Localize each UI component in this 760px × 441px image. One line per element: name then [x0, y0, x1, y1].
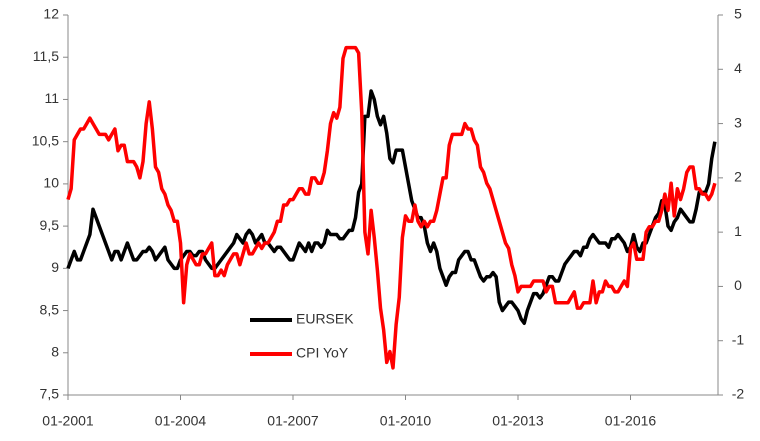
y2-tick-label: 0: [734, 277, 742, 293]
y-tick-label: 7,5: [40, 386, 60, 402]
y-tick-label: 11,5: [33, 48, 59, 64]
y2-tick-label: -1: [732, 331, 745, 347]
y-tick-label: 9,5: [40, 217, 60, 233]
series-line: [66, 89, 717, 325]
series-line: [66, 45, 717, 370]
x-tick-label: 01-2010: [380, 413, 432, 429]
y-tick-label: 9: [51, 259, 59, 275]
y2-tick-label: -2: [732, 386, 745, 402]
y-tick-label: 10: [43, 175, 59, 191]
x-tick-label: 01-2004: [155, 413, 207, 429]
y2-tick-label: 2: [734, 169, 742, 185]
legend-label: EURSEK: [296, 311, 354, 327]
x-tick-label: 01-2013: [492, 413, 544, 429]
x-tick-label: 01-2001: [42, 413, 94, 429]
y-tick-label: 12: [43, 6, 59, 22]
x-tick-label: 01-2016: [605, 413, 657, 429]
y-tick-label: 8: [51, 343, 59, 359]
y-tick-label: 11: [44, 90, 59, 106]
legend-label: CPI YoY: [296, 345, 349, 361]
y2-tick-label: 3: [734, 114, 742, 130]
y2-tick-label: 4: [734, 60, 742, 76]
y-tick-label: 8,5: [40, 301, 60, 317]
y2-tick-label: 5: [734, 6, 742, 22]
x-tick-label: 01-2007: [267, 413, 319, 429]
y-tick-label: 10,5: [32, 132, 59, 148]
y2-tick-label: 1: [734, 223, 742, 239]
